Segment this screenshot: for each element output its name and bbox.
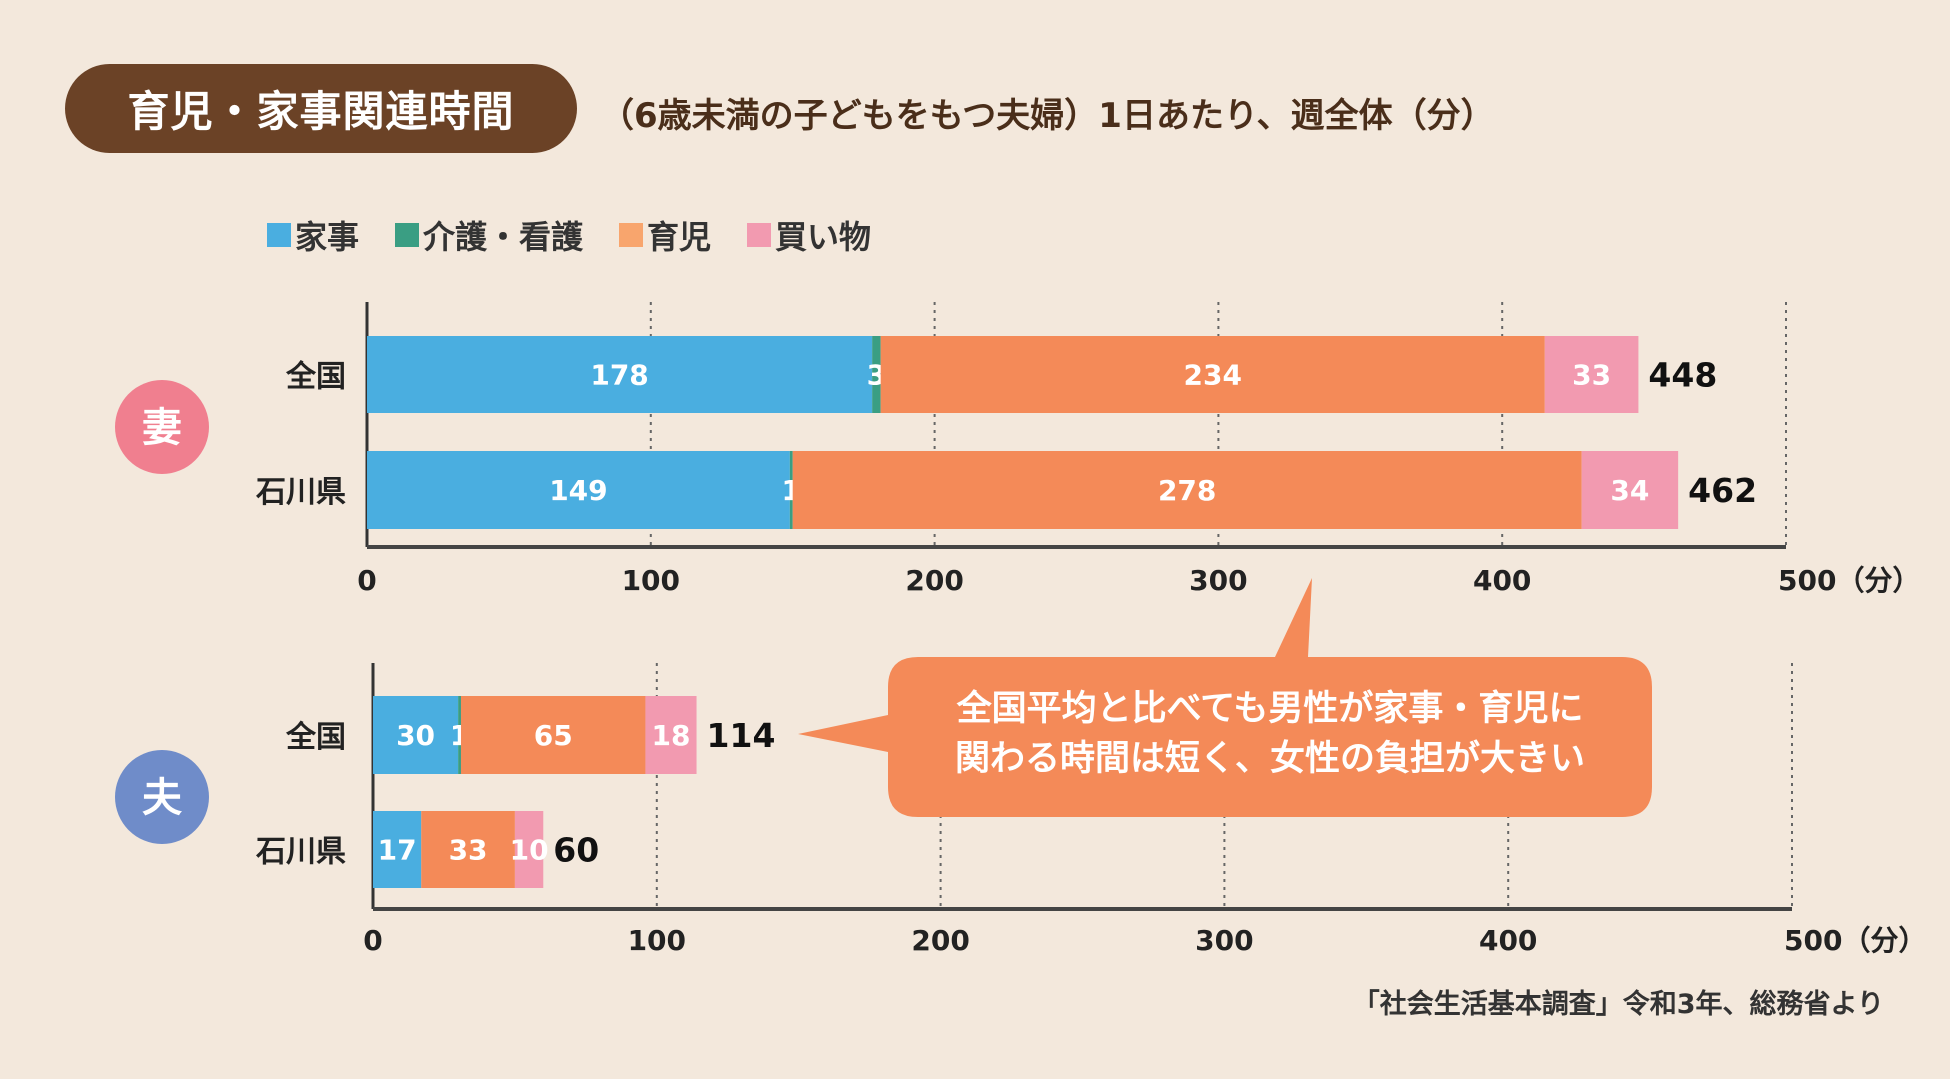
bar-segment bbox=[460, 696, 646, 774]
callout-line-2: 関わる時間は短く、女性の負担が大きい bbox=[954, 739, 1585, 779]
legend-swatch bbox=[395, 223, 420, 247]
source-note: 「社会生活基本調査」令和3年、総務省より bbox=[1352, 989, 1884, 1020]
bar-segment bbox=[514, 811, 544, 888]
callout-line-1: 全国平均と比べても男性が家事・育児に bbox=[956, 689, 1584, 729]
legend-label: 育児 bbox=[647, 218, 712, 256]
group-badge bbox=[115, 380, 209, 474]
bar-segment bbox=[872, 336, 881, 413]
callout-bubble bbox=[798, 578, 1652, 817]
bar-segment bbox=[1544, 336, 1639, 413]
bar-segment bbox=[789, 451, 793, 529]
bar-segment bbox=[367, 336, 873, 413]
bar-segment bbox=[367, 451, 790, 529]
callout-text: 全国平均と比べても男性が家事・育児に 関わる時間は短く、女性の負担が大きい bbox=[888, 684, 1652, 784]
bar-segment bbox=[458, 696, 461, 774]
data-label: 30 bbox=[396, 719, 435, 752]
group-label: 夫 bbox=[142, 775, 183, 821]
data-label: 149 bbox=[549, 474, 607, 507]
legend-label: 家事 bbox=[295, 218, 360, 256]
group-label: 妻 bbox=[142, 405, 182, 451]
bar-segment bbox=[792, 451, 1582, 529]
legend-item-care: 介護・看護 bbox=[395, 212, 583, 258]
data-label: 34 bbox=[1610, 474, 1649, 507]
category-label: 石川県 bbox=[255, 475, 346, 510]
x-tick-label: 500（分） bbox=[1784, 924, 1926, 957]
total-label: 60 bbox=[553, 831, 599, 870]
x-tick-label: 500（分） bbox=[1778, 564, 1920, 597]
data-label: 178 bbox=[590, 359, 648, 392]
bar-segment bbox=[645, 696, 697, 774]
bar-segment bbox=[421, 811, 515, 888]
bar-segment bbox=[1581, 451, 1679, 529]
data-label: 33 bbox=[1572, 359, 1611, 392]
total-label: 448 bbox=[1648, 356, 1717, 395]
data-label: 234 bbox=[1183, 359, 1241, 392]
legend-item-housework: 家事 bbox=[267, 212, 359, 258]
legend-label: 買い物 bbox=[775, 218, 872, 256]
data-label: 278 bbox=[1158, 474, 1216, 507]
data-label: 10 bbox=[510, 834, 549, 867]
x-tick-label: 100 bbox=[622, 564, 680, 597]
bar-segment bbox=[373, 811, 422, 888]
legend-swatch bbox=[619, 223, 644, 247]
x-tick-label: 300 bbox=[1195, 924, 1253, 957]
x-tick-label: 200 bbox=[911, 924, 969, 957]
x-tick-label: 400 bbox=[1479, 924, 1537, 957]
category-label: 石川県 bbox=[255, 835, 346, 870]
total-label: 114 bbox=[707, 716, 776, 755]
category-label: 全国 bbox=[285, 360, 346, 395]
x-tick-label: 400 bbox=[1473, 564, 1531, 597]
x-tick-label: 200 bbox=[905, 564, 963, 597]
x-tick-label: 100 bbox=[628, 924, 686, 957]
legend-swatch bbox=[747, 223, 772, 247]
group-badge bbox=[115, 750, 209, 844]
legend: 家事 介護・看護 育児 買い物 bbox=[267, 212, 907, 258]
data-label: 17 bbox=[378, 834, 417, 867]
chart-title: 育児・家事関連時間 bbox=[65, 64, 577, 153]
total-label: 462 bbox=[1688, 471, 1757, 510]
legend-label: 介護・看護 bbox=[423, 218, 584, 256]
x-tick-label: 0 bbox=[357, 564, 376, 597]
x-tick-label: 0 bbox=[363, 924, 382, 957]
category-label: 全国 bbox=[285, 720, 346, 755]
data-label: 33 bbox=[449, 834, 488, 867]
chart-subtitle: （6歳未満の子どもをもつ夫婦）1日あたり、週全体（分） bbox=[600, 96, 1495, 136]
legend-swatch bbox=[267, 223, 291, 247]
legend-item-childcare: 育児 bbox=[619, 212, 711, 258]
data-label: 65 bbox=[534, 719, 573, 752]
bar-segment bbox=[373, 696, 459, 774]
bar-segment bbox=[880, 336, 1545, 413]
x-tick-label: 300 bbox=[1189, 564, 1247, 597]
data-label: 18 bbox=[652, 719, 691, 752]
legend-item-shopping: 買い物 bbox=[747, 212, 871, 258]
